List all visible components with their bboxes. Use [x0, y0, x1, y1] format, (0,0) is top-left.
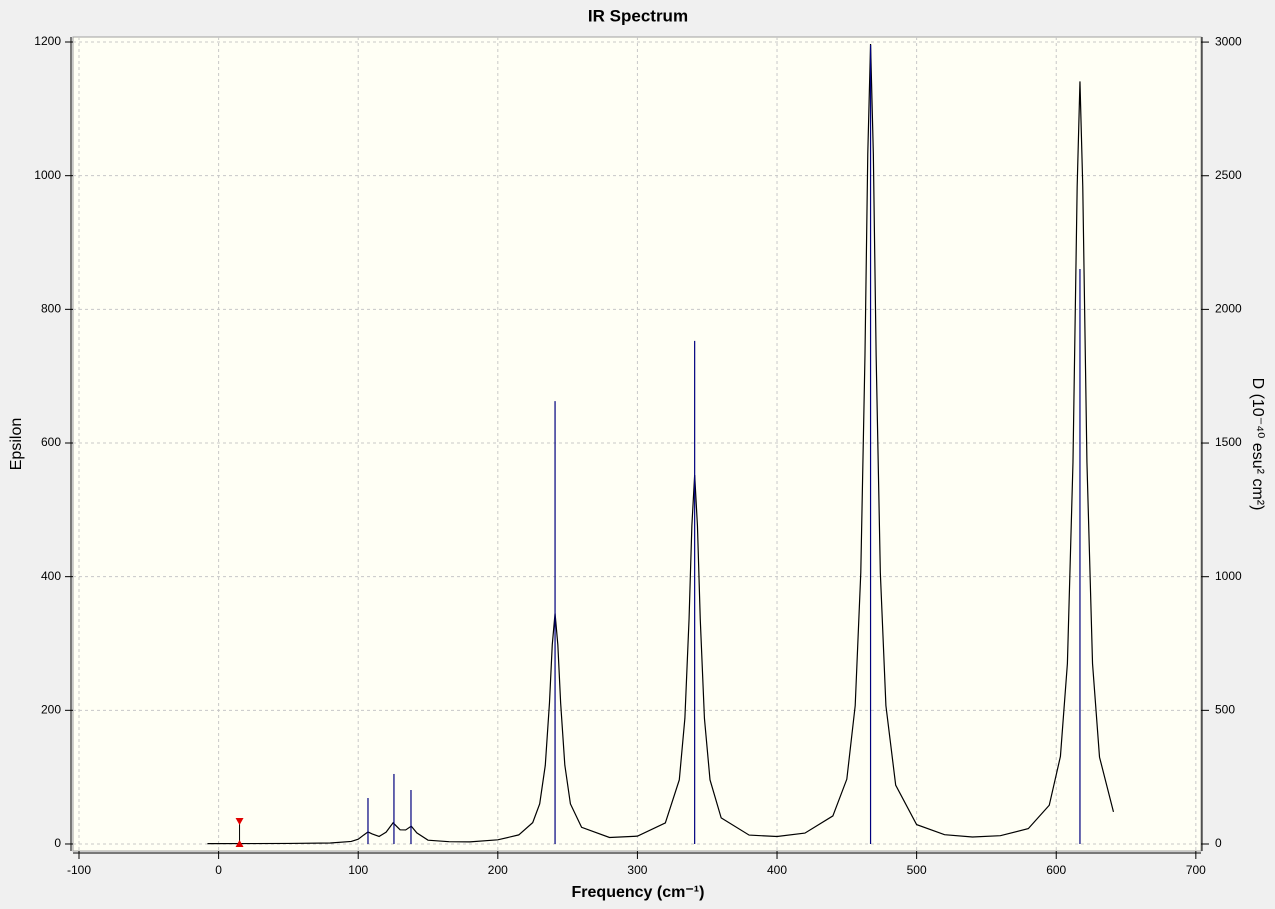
y-tick-label: 1200	[34, 34, 61, 48]
y2-tick-label: 1500	[1215, 435, 1242, 449]
x-tick-label: 600	[1046, 863, 1066, 877]
x-tick-label: 400	[767, 863, 787, 877]
y2-tick-label: 500	[1215, 703, 1235, 717]
x-axis-title: Frequency (cm⁻¹)	[572, 884, 705, 901]
y2-axis-title: D (10⁻⁴⁰ esu² cm²)	[1249, 378, 1266, 511]
y2-tick-label: 2500	[1215, 168, 1242, 182]
y2-tick-label: 0	[1215, 836, 1222, 850]
x-tick-label: 200	[488, 863, 508, 877]
cursor-marker	[235, 817, 244, 825]
x-tick-label: 700	[1186, 863, 1206, 877]
x-tick-label: -100	[67, 863, 91, 877]
x-tick-label: 300	[627, 863, 647, 877]
x-tick-label: 100	[348, 863, 368, 877]
y-tick-label: 1000	[34, 168, 61, 182]
x-tick-label: 0	[215, 863, 222, 877]
y-tick-label: 0	[54, 836, 61, 850]
y-tick-label: 200	[41, 702, 61, 716]
y-tick-label: 600	[41, 435, 61, 449]
y-axis-title: Epsilon	[8, 418, 25, 470]
cursor-marker	[235, 839, 244, 847]
y2-tick-label: 3000	[1215, 34, 1242, 48]
y2-tick-label: 2000	[1215, 302, 1242, 316]
chart-title: IR Spectrum	[588, 6, 688, 25]
y2-tick-label: 1000	[1215, 569, 1242, 583]
x-tick-label: 500	[907, 863, 927, 877]
y-tick-label: 800	[41, 302, 61, 316]
spectrum-line	[207, 44, 1115, 845]
y-tick-label: 400	[41, 569, 61, 583]
